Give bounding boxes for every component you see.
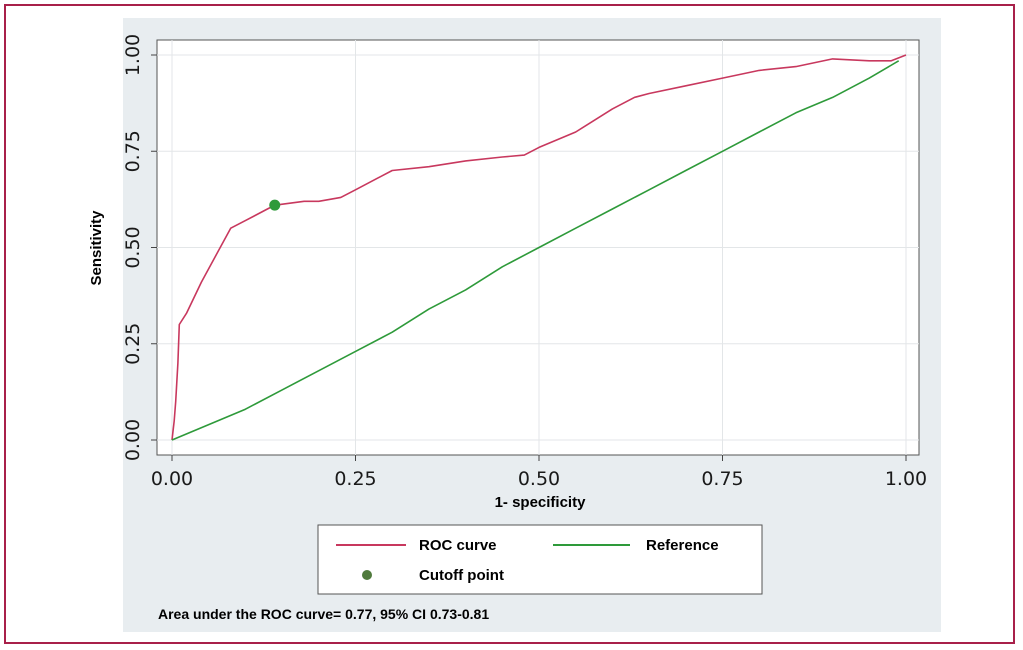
x-axis-title: 1- specificity bbox=[495, 494, 587, 511]
x-tick-label: 1.00 bbox=[885, 468, 927, 490]
legend-roc-label: ROC curve bbox=[419, 537, 497, 554]
x-tick-label: 0.75 bbox=[701, 468, 743, 490]
y-tick-label: 0.25 bbox=[122, 323, 144, 365]
y-tick-label: 1.00 bbox=[122, 34, 144, 76]
legend-reference-label: Reference bbox=[646, 537, 719, 554]
legend-box bbox=[317, 524, 763, 595]
x-tick-label: 0.50 bbox=[518, 468, 560, 490]
legend: ROC curve Reference Cutoff point bbox=[317, 524, 763, 595]
legend-cutoff-marker bbox=[362, 570, 372, 580]
y-tick-label: 0.75 bbox=[122, 130, 144, 172]
grid-lines bbox=[157, 40, 919, 455]
cutoff-point-marker bbox=[269, 199, 281, 211]
points-layer bbox=[269, 199, 281, 211]
y-tick-label: 0.00 bbox=[122, 419, 144, 461]
x-tick-label: 0.00 bbox=[151, 468, 193, 490]
series-layer bbox=[171, 54, 907, 441]
y-axis-title: Sensitivity bbox=[88, 210, 105, 286]
x-tick-label: 0.25 bbox=[334, 468, 376, 490]
reference-line bbox=[171, 60, 900, 441]
y-tick-label: 0.50 bbox=[122, 226, 144, 268]
legend-cutoff-label: Cutoff point bbox=[419, 567, 504, 584]
roc-curve-line bbox=[171, 54, 907, 441]
auc-footnote: Area under the ROC curve= 0.77, 95% CI 0… bbox=[158, 606, 490, 622]
axis-ticks: 0.00 0.25 0.50 0.75 1.00 0.00 0.25 0.50 0.75 1.00 bbox=[122, 34, 927, 490]
